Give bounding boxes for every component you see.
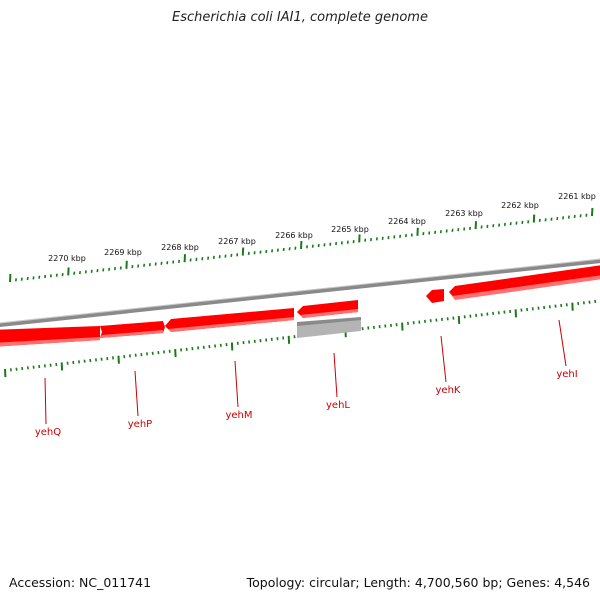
label-line-yehP <box>134 370 139 417</box>
scale-label: 2262 kbp <box>501 201 539 210</box>
scale-label: 2270 kbp <box>48 254 86 263</box>
scale-label: 2269 kbp <box>104 248 142 257</box>
label-line-yehK <box>440 335 447 383</box>
gene-label-yehP: yehP <box>128 419 152 430</box>
label-line-yehM <box>234 360 239 408</box>
scale-label: 2263 kbp <box>445 209 483 218</box>
map-title: Escherichia coli IAI1, complete genome <box>172 10 428 25</box>
outer-tick-ring <box>9 207 594 283</box>
label-line-yehI <box>558 319 567 367</box>
gene-label-yehQ: yehQ <box>35 427 61 438</box>
genome-backbone-highlight <box>0 258 600 324</box>
scale-label: 2267 kbp <box>218 237 256 246</box>
scale-label: 2265 kbp <box>331 225 369 234</box>
gene-label-yehI: yehI <box>556 369 577 380</box>
gene-yehL[interactable] <box>297 300 358 318</box>
label-line-yehL <box>333 352 338 398</box>
gene-label-yehK: yehK <box>436 385 461 396</box>
gene-yehQ[interactable] <box>0 326 100 347</box>
inner-tick-ring <box>4 299 597 378</box>
scale-label: 2268 kbp <box>161 243 199 252</box>
gene-yehM[interactable] <box>165 308 294 332</box>
accession-text: Accession: NC_011741 <box>9 575 152 590</box>
scale-label: 2264 kbp <box>388 217 426 226</box>
gene-label-yehM: yehM <box>225 410 252 421</box>
gene-yehP[interactable] <box>100 321 165 338</box>
scale-label: 2261 kbp <box>558 192 596 201</box>
genome-backbone <box>0 259 600 327</box>
gene-grey[interactable] <box>297 317 361 338</box>
gene-label-yehL: yehL <box>326 400 350 411</box>
scale-label: 2266 kbp <box>275 231 313 240</box>
genome-summary-text: Topology: circular; Length: 4,700,560 bp… <box>246 575 590 590</box>
gene-yehK[interactable] <box>426 289 444 303</box>
label-line-yehQ <box>44 377 47 425</box>
gene-yehI[interactable] <box>449 264 600 300</box>
